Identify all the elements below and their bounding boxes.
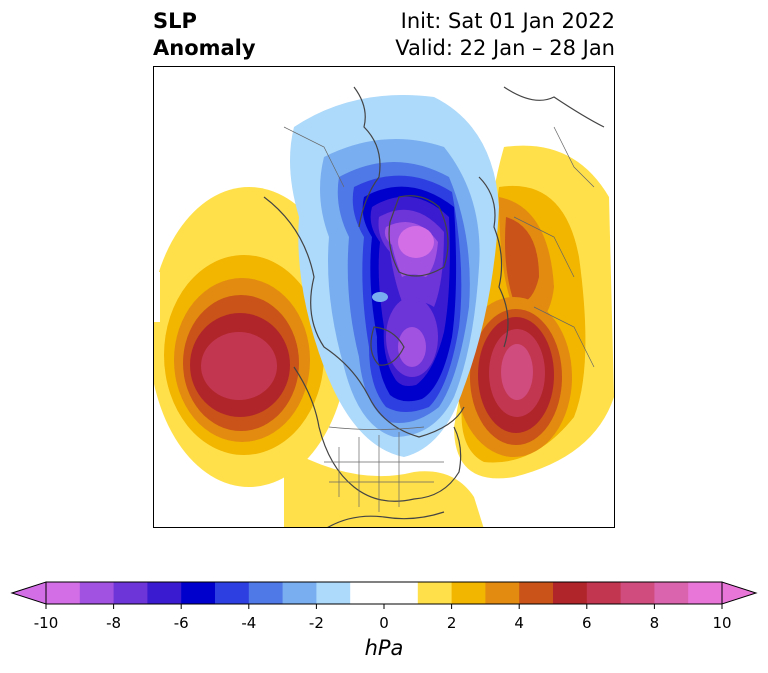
colorbar-segment: [79, 582, 115, 604]
colorbar-segment: [519, 582, 554, 604]
init-date: Init: Sat 01 Jan 2022: [400, 9, 615, 33]
colorbar-segment: [586, 582, 622, 604]
colorbar-tick-label: 10: [712, 614, 732, 632]
colorbar-tick-label: 2: [446, 614, 457, 632]
map-title: SLP Anomaly: [153, 8, 256, 62]
colorbar-segment: [451, 582, 486, 604]
colorbar-under-arrow: [10, 581, 47, 605]
colorbar-tick-label: -2: [308, 614, 324, 632]
colorbar-over-arrow: [721, 581, 758, 605]
colorbar-tick-label: -10: [33, 614, 59, 632]
colorbar-tick-label: 0: [379, 614, 389, 632]
colorbar-segment: [282, 582, 317, 604]
colorbar-segment: [46, 582, 81, 604]
colorbar-segment: [113, 582, 148, 604]
colorbar-segment: [316, 582, 351, 604]
arctic-low-anomaly: [290, 95, 499, 457]
colorbar-segment: [553, 582, 588, 604]
coastlines: [263, 86, 605, 527]
colorbar-segment: [620, 582, 655, 604]
colorbar-tick-label: 4: [514, 614, 524, 632]
colorbar-svg: [10, 581, 758, 609]
anomaly-map: [153, 66, 615, 528]
colorbar-tick-label: -6: [173, 614, 189, 632]
colorbar-units: hPa: [364, 636, 404, 660]
colorbar-segment: [248, 582, 284, 604]
map-dates: Init: Sat 01 Jan 2022 Valid: 22 Jan – 28…: [395, 8, 615, 62]
colorbar-segment: [147, 582, 182, 604]
colorbar-tick-label: 6: [582, 614, 592, 632]
valid-range: Valid: 22 Jan – 28 Jan: [395, 36, 615, 60]
subtropical-high-anomaly: [284, 447, 484, 527]
political-borders: [283, 126, 595, 512]
colorbar-segment: [485, 582, 520, 604]
colorbar-segment: [215, 582, 250, 604]
colorbar-segment: [417, 582, 453, 604]
atlantic-high-anomaly: [454, 145, 614, 479]
colorbar-tick-label: 8: [649, 614, 660, 632]
colorbar: -10 -8 -6 -4 -2 0 2 4 6 8 10 hPa: [0, 570, 768, 670]
title-variable: SLP: [153, 9, 197, 33]
colorbar-segment: [688, 582, 723, 604]
title-field: Anomaly: [153, 36, 256, 60]
anomaly-map-svg: [154, 86, 614, 527]
colorbar-segment: [384, 582, 419, 604]
colorbar-segment: [181, 582, 216, 604]
colorbar-segment: [654, 582, 689, 604]
colorbar-segment: [350, 582, 385, 604]
colorbar-tick-label: -4: [241, 614, 257, 632]
colorbar-tick-label: -8: [106, 614, 122, 632]
